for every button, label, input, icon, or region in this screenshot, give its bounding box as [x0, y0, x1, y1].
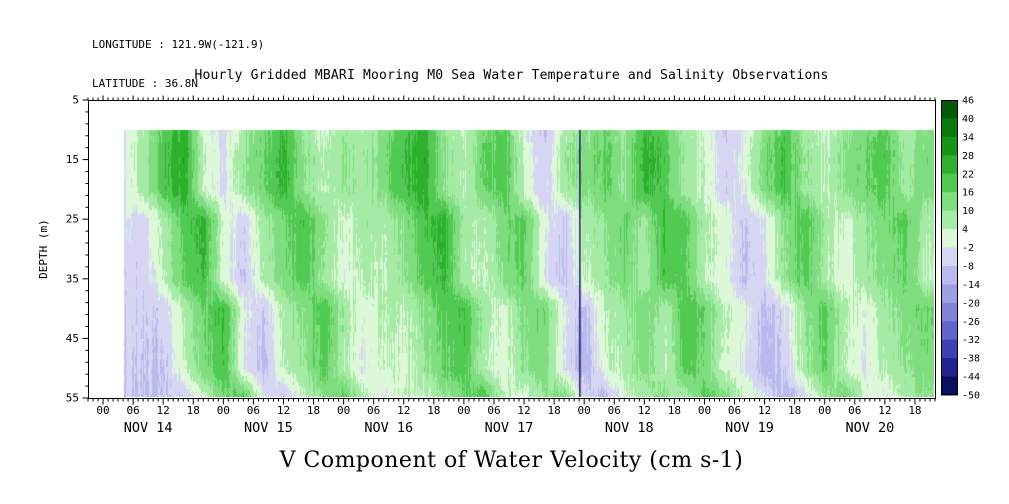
x-tick-label: 06 [608, 404, 621, 417]
plot-border [88, 100, 936, 399]
x-tick-label: 12 [277, 404, 290, 417]
x-tick-label: 06 [247, 404, 260, 417]
colorbar-segment [941, 136, 958, 156]
colorbar-segment [941, 192, 958, 212]
colorbar-label: -20 [962, 298, 980, 309]
colorbar-segment [941, 155, 958, 175]
x-tick-label: 18 [307, 404, 320, 417]
day-label: NOV 17 [485, 420, 534, 436]
x-tick-label: 06 [487, 404, 500, 417]
colorbar-segment [941, 358, 958, 378]
x-tick-label: 12 [638, 404, 651, 417]
longitude-label: LONGITUDE : 121.9W(-121.9) [92, 38, 265, 51]
day-label: NOV 18 [605, 420, 654, 436]
x-tick-label: 18 [187, 404, 200, 417]
x-tick-label: 12 [878, 404, 891, 417]
colorbar-label: 10 [962, 206, 974, 217]
x-tick-label: 12 [157, 404, 170, 417]
day-label: NOV 19 [725, 420, 774, 436]
colorbar-label: -32 [962, 335, 980, 346]
x-tick-label: 00 [217, 404, 230, 417]
colorbar-label: 40 [962, 114, 974, 125]
x-tick-label: 06 [126, 404, 139, 417]
x-tick-label: 18 [908, 404, 921, 417]
colorbar-label: 28 [962, 151, 974, 162]
colorbar-label: 34 [962, 132, 974, 143]
colorbar-label: -50 [962, 391, 980, 402]
colorbar-segment [941, 376, 958, 396]
x-axis-main-label: V Component of Water Velocity (cm s-1) [279, 448, 744, 473]
x-tick-label: 06 [728, 404, 741, 417]
x-tick-label: 00 [698, 404, 711, 417]
colorbar-label: 16 [962, 188, 974, 199]
day-label: NOV 14 [124, 420, 173, 436]
colorbar-segment [941, 302, 958, 322]
colorbar-label: 46 [962, 96, 974, 107]
colorbar-label: -8 [962, 261, 974, 272]
x-tick-label: 00 [96, 404, 109, 417]
colorbar-label: 4 [962, 225, 968, 236]
depth-tick-label: 25 [66, 213, 79, 226]
heatmap-canvas [89, 101, 934, 397]
depth-tick-label: 15 [66, 153, 79, 166]
x-tick-label: 18 [788, 404, 801, 417]
colorbar-segment [941, 284, 958, 304]
colorbar-segment [941, 173, 958, 193]
colorbar-label: -38 [962, 354, 980, 365]
x-tick-label: 00 [578, 404, 591, 417]
plot-title: Hourly Gridded MBARI Mooring M0 Sea Wate… [194, 68, 829, 83]
colorbar-segment [941, 339, 958, 359]
colorbar-label: 22 [962, 169, 974, 180]
x-tick-label: 00 [337, 404, 350, 417]
x-tick-label: 12 [517, 404, 530, 417]
day-label: NOV 20 [845, 420, 894, 436]
colorbar-segment [941, 210, 958, 230]
x-tick-label: 00 [457, 404, 470, 417]
colorbar-segment [941, 100, 958, 119]
colorbar-label: -14 [962, 280, 980, 291]
x-tick-label: 00 [818, 404, 831, 417]
colorbar-label: -2 [962, 243, 974, 254]
colorbar-segment [941, 247, 958, 267]
x-tick-label: 18 [547, 404, 560, 417]
x-tick-label: 18 [668, 404, 681, 417]
colorbar-label: -26 [962, 317, 980, 328]
depth-tick-label: 55 [66, 392, 79, 405]
colorbar-segment [941, 321, 958, 341]
depth-tick-label: 5 [72, 94, 79, 107]
colorbar-segment [941, 229, 958, 248]
colorbar-label: -44 [962, 372, 980, 383]
x-tick-label: 06 [367, 404, 380, 417]
x-tick-label: 12 [758, 404, 771, 417]
depth-tick-label: 35 [66, 272, 79, 285]
depth-tick-label: 45 [66, 332, 79, 345]
colorbar-segment [941, 265, 958, 285]
x-tick-label: 12 [397, 404, 410, 417]
x-tick-label: 06 [848, 404, 861, 417]
latitude-label: LATITUDE : 36.8N [92, 77, 198, 90]
colorbar-border [941, 100, 958, 395]
x-tick-label: 18 [427, 404, 440, 417]
day-label: NOV 15 [244, 420, 293, 436]
day-label: NOV 16 [364, 420, 413, 436]
y-axis-label: DEPTH (m) [37, 219, 50, 279]
colorbar-segment [941, 118, 958, 138]
